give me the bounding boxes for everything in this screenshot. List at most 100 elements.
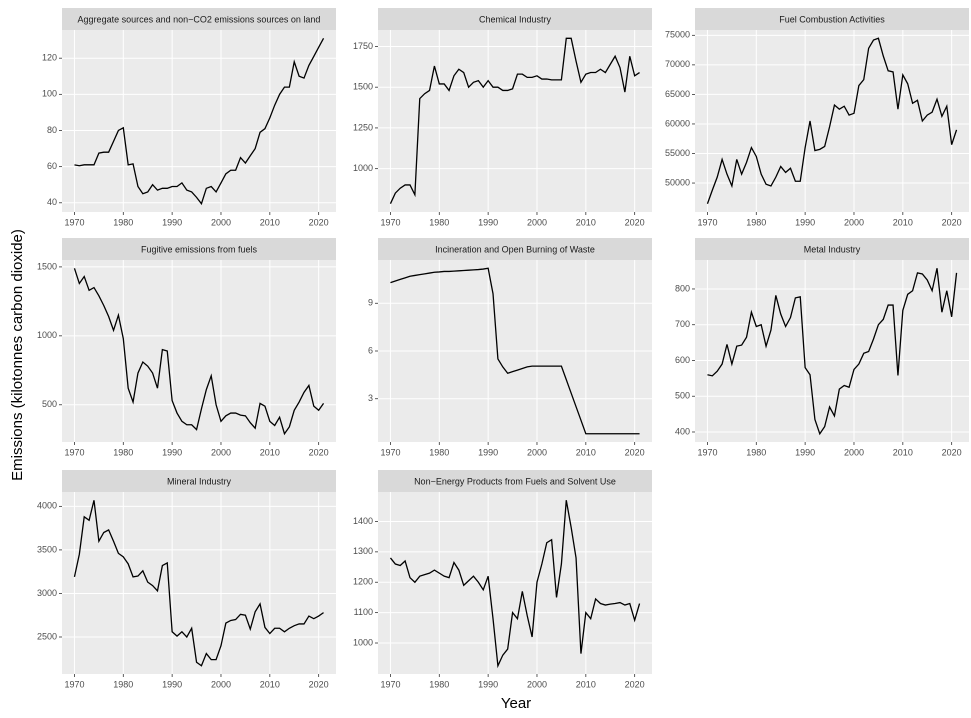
data-line xyxy=(74,38,325,206)
x-tick-label: 2020 xyxy=(309,447,329,457)
x-tick-label: 1980 xyxy=(746,447,766,457)
x-tick-label: 2010 xyxy=(260,447,280,457)
y-tick-label: 500 xyxy=(675,391,690,401)
panel-background xyxy=(62,30,336,212)
y-tick-label: 400 xyxy=(675,426,690,436)
data-line xyxy=(707,268,958,436)
panel-background xyxy=(62,260,336,442)
x-tick-label: 2020 xyxy=(309,217,329,227)
y-tick-label: 1100 xyxy=(354,607,373,617)
y-tick-label: 1000 xyxy=(353,163,373,173)
data-line xyxy=(706,37,958,204)
x-tick-label: 2020 xyxy=(625,217,645,227)
y-tick-label: 55000 xyxy=(665,148,690,158)
x-tick-label: 1970 xyxy=(697,447,717,457)
x-tick-label: 1970 xyxy=(64,679,84,689)
strip xyxy=(62,8,336,30)
panel-title: Chemical Industry xyxy=(479,14,552,24)
panel-title: Fugitive emissions from fuels xyxy=(141,244,258,254)
panel-title: Incineration and Open Burning of Waste xyxy=(435,244,595,254)
y-tick-label: 60000 xyxy=(665,118,690,128)
x-tick-label: 1970 xyxy=(380,679,400,689)
x-tick-label: 2000 xyxy=(211,217,231,227)
y-tick-label: 2500 xyxy=(37,631,57,641)
strip xyxy=(378,470,652,492)
data-line xyxy=(73,500,324,667)
x-tick-label: 2000 xyxy=(527,679,547,689)
panel-background xyxy=(695,30,969,212)
x-tick-label: 1990 xyxy=(478,679,498,689)
x-tick-label: 2020 xyxy=(625,447,645,457)
data-line xyxy=(389,37,640,204)
x-tick-label: 2000 xyxy=(211,679,231,689)
x-tick-label: 2000 xyxy=(211,447,231,457)
y-axis-title: Emissions (kilotonnes carbon dioxide) xyxy=(9,229,26,481)
y-tick-label: 800 xyxy=(675,283,690,293)
x-tick-label: 2000 xyxy=(527,217,547,227)
x-tick-label: 1980 xyxy=(113,679,133,689)
x-tick-label: 1970 xyxy=(64,447,84,457)
panel-title: Mineral Industry xyxy=(167,476,232,486)
x-tick-label: 2020 xyxy=(942,447,962,457)
y-tick-label: 60 xyxy=(47,161,57,171)
x-tick-label: 2010 xyxy=(260,679,280,689)
x-tick-label: 2020 xyxy=(942,217,962,227)
y-tick-label: 50000 xyxy=(665,177,690,187)
panel-background xyxy=(378,30,652,212)
y-tick-label: 1000 xyxy=(353,637,373,647)
panel-title: Metal Industry xyxy=(804,244,861,254)
y-tick-label: 3 xyxy=(368,393,373,403)
x-tick-label: 1970 xyxy=(64,217,84,227)
x-tick-label: 2000 xyxy=(527,447,547,457)
y-tick-label: 3000 xyxy=(37,588,57,598)
strip xyxy=(378,8,652,30)
x-tick-label: 1980 xyxy=(113,447,133,457)
y-tick-label: 1300 xyxy=(353,546,373,556)
data-line xyxy=(389,500,641,669)
strip xyxy=(62,238,336,260)
x-tick-label: 1990 xyxy=(478,447,498,457)
x-tick-label: 1990 xyxy=(162,447,182,457)
y-tick-label: 700 xyxy=(675,319,690,329)
x-tick-label: 2010 xyxy=(893,217,913,227)
y-tick-label: 1400 xyxy=(353,516,373,526)
x-tick-label: 2010 xyxy=(576,679,596,689)
x-tick-label: 1970 xyxy=(380,447,400,457)
x-tick-label: 1970 xyxy=(380,217,400,227)
strip xyxy=(378,238,652,260)
x-tick-label: 2000 xyxy=(844,447,864,457)
x-tick-label: 2020 xyxy=(625,679,645,689)
data-line xyxy=(390,267,640,435)
strip xyxy=(695,238,969,260)
strip xyxy=(62,470,336,492)
y-tick-label: 6 xyxy=(368,345,373,355)
y-tick-label: 65000 xyxy=(665,89,690,99)
x-tick-label: 2000 xyxy=(844,217,864,227)
y-tick-label: 80 xyxy=(47,125,57,135)
x-tick-label: 2020 xyxy=(309,679,329,689)
x-tick-label: 1990 xyxy=(162,679,182,689)
strip xyxy=(695,8,969,30)
y-tick-label: 1250 xyxy=(353,122,373,132)
x-tick-label: 2010 xyxy=(893,447,913,457)
y-tick-label: 1500 xyxy=(37,261,57,271)
panel-title: Fuel Combustion Activities xyxy=(779,14,885,24)
y-tick-label: 100 xyxy=(42,89,57,99)
x-tick-label: 1980 xyxy=(429,217,449,227)
x-tick-label: 2010 xyxy=(576,447,596,457)
x-tick-label: 1980 xyxy=(429,679,449,689)
y-tick-label: 3500 xyxy=(37,544,57,554)
panel-title: Non−Energy Products from Fuels and Solve… xyxy=(414,476,616,486)
panel-background xyxy=(62,492,336,674)
y-tick-label: 70000 xyxy=(665,59,690,69)
data-line xyxy=(73,268,325,436)
y-tick-label: 1200 xyxy=(353,577,373,587)
x-tick-label: 1980 xyxy=(113,217,133,227)
y-tick-label: 40 xyxy=(47,197,57,207)
y-tick-label: 75000 xyxy=(665,30,690,40)
y-tick-label: 500 xyxy=(42,399,57,409)
panel-background xyxy=(378,492,652,674)
x-tick-label: 1990 xyxy=(478,217,498,227)
x-tick-label: 2010 xyxy=(260,217,280,227)
